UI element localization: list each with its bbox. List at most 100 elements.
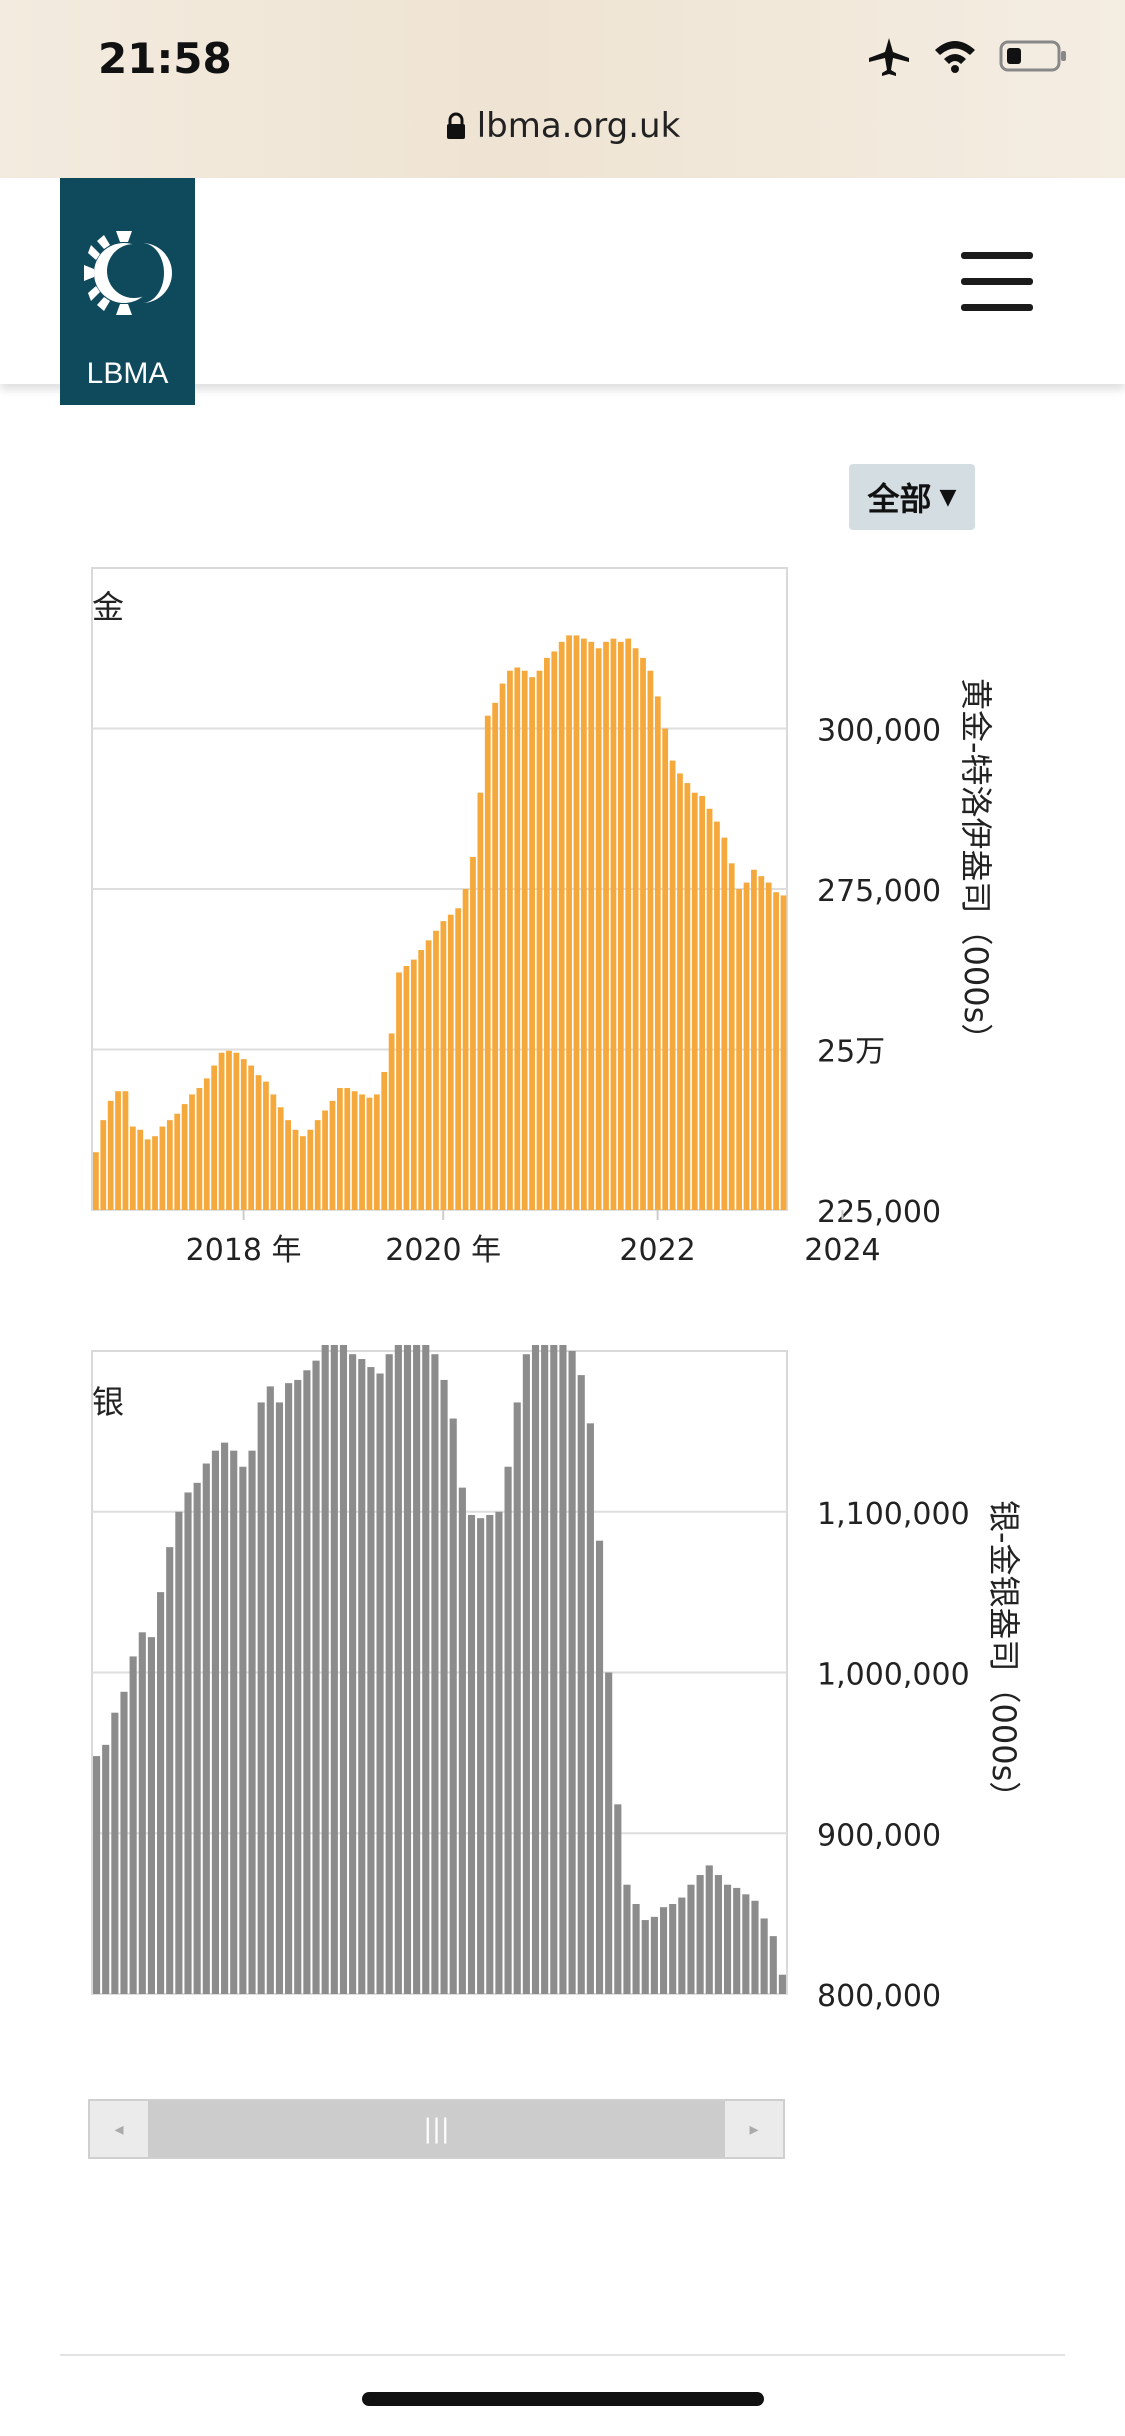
gold-bar[interactable] <box>588 641 595 1210</box>
silver-bar[interactable] <box>513 1402 521 1994</box>
gold-bar[interactable] <box>196 1088 203 1210</box>
silver-bar[interactable] <box>687 1884 695 1994</box>
gold-bar[interactable] <box>736 889 743 1210</box>
gold-bar[interactable] <box>492 702 499 1210</box>
silver-bar[interactable] <box>431 1354 439 1994</box>
silver-bar[interactable] <box>184 1492 192 1994</box>
silver-bar[interactable] <box>632 1903 640 1994</box>
gold-bar[interactable] <box>455 908 462 1210</box>
gold-bar[interactable] <box>447 914 454 1210</box>
gold-bar[interactable] <box>263 1081 269 1210</box>
gold-bar[interactable] <box>544 657 550 1210</box>
gold-bar[interactable] <box>255 1075 262 1210</box>
gold-bar[interactable] <box>654 696 661 1210</box>
silver-bar[interactable] <box>440 1379 448 1994</box>
silver-bar[interactable] <box>559 1345 567 1994</box>
gold-bar[interactable] <box>300 1136 306 1210</box>
gold-bar[interactable] <box>248 1065 255 1210</box>
silver-bar[interactable] <box>751 1900 759 1994</box>
gold-bar[interactable] <box>292 1129 299 1210</box>
silver-bar[interactable] <box>157 1592 165 1994</box>
silver-bar[interactable] <box>294 1379 302 1994</box>
gold-bar[interactable] <box>632 648 639 1210</box>
gold-bar[interactable] <box>159 1126 166 1210</box>
gold-bar[interactable] <box>203 1078 210 1210</box>
hamburger-menu-button[interactable] <box>961 252 1033 312</box>
gold-bar[interactable] <box>714 821 720 1210</box>
gold-bar[interactable] <box>751 869 757 1210</box>
gold-bar[interactable] <box>470 856 476 1210</box>
silver-bar[interactable] <box>422 1345 430 1994</box>
gold-bar[interactable] <box>662 728 669 1211</box>
gold-bar[interactable] <box>728 863 735 1210</box>
gold-bar[interactable] <box>351 1091 358 1210</box>
silver-bar[interactable] <box>723 1884 732 1994</box>
silver-bar[interactable] <box>403 1345 412 1994</box>
silver-bar[interactable] <box>211 1450 220 1994</box>
silver-bar[interactable] <box>477 1518 485 1994</box>
gold-bar[interactable] <box>521 670 528 1210</box>
silver-bar[interactable] <box>541 1345 549 1994</box>
silver-bar[interactable] <box>531 1345 540 1994</box>
gold-bar[interactable] <box>418 949 425 1210</box>
silver-bar[interactable] <box>733 1887 741 1994</box>
silver-bar[interactable] <box>248 1450 256 1994</box>
gold-bar[interactable] <box>462 889 469 1210</box>
silver-bar[interactable] <box>568 1351 576 1994</box>
silver-bar[interactable] <box>111 1712 119 1994</box>
silver-bar[interactable] <box>166 1547 174 1994</box>
gold-bar[interactable] <box>669 760 676 1210</box>
silver-bar[interactable] <box>358 1359 366 1994</box>
silver-bar[interactable] <box>266 1386 274 1994</box>
gold-bar[interactable] <box>580 638 587 1210</box>
silver-bar[interactable] <box>349 1354 357 1994</box>
silver-bar[interactable] <box>623 1884 631 1994</box>
silver-bar[interactable] <box>760 1918 768 1994</box>
silver-bar[interactable] <box>650 1916 658 1994</box>
silver-bar[interactable] <box>303 1370 311 1994</box>
silver-bar[interactable] <box>678 1897 686 1994</box>
silver-bar[interactable] <box>321 1345 329 1994</box>
silver-bar[interactable] <box>714 1875 722 1994</box>
gold-bar[interactable] <box>529 677 535 1210</box>
silver-bar[interactable] <box>449 1418 457 1994</box>
gold-bar[interactable] <box>322 1110 328 1210</box>
gold-bar[interactable] <box>137 1129 144 1210</box>
home-indicator[interactable] <box>362 2392 764 2406</box>
gold-bar[interactable] <box>373 1094 380 1210</box>
gold-bar[interactable] <box>440 921 447 1210</box>
chart-navigator-scrollbar[interactable]: ◂ ||| ▸ <box>88 2099 785 2159</box>
gold-bar[interactable] <box>425 940 432 1210</box>
gold-bar[interactable] <box>706 808 713 1210</box>
gold-bar[interactable] <box>107 1100 114 1210</box>
gold-bar[interactable] <box>677 773 683 1210</box>
gold-bar[interactable] <box>699 795 706 1210</box>
gold-bar[interactable] <box>721 837 728 1210</box>
silver-bar[interactable] <box>147 1637 156 1994</box>
gold-bar[interactable] <box>344 1088 351 1210</box>
url-bar[interactable]: lbma.org.uk <box>0 106 1125 149</box>
silver-bar[interactable] <box>312 1360 320 1994</box>
silver-bar[interactable] <box>522 1354 530 1994</box>
silver-bar[interactable] <box>202 1463 210 1994</box>
gold-bar[interactable] <box>433 930 439 1210</box>
silver-bar[interactable] <box>221 1442 229 1994</box>
gold-bar[interactable] <box>388 1033 395 1210</box>
gold-bar[interactable] <box>396 972 402 1210</box>
gold-bar[interactable] <box>499 683 506 1210</box>
gold-bar[interactable] <box>93 1152 99 1210</box>
lbma-logo[interactable]: LBMA <box>60 178 195 405</box>
silver-bar[interactable] <box>385 1354 393 1994</box>
silver-bar[interactable] <box>339 1345 348 1994</box>
silver-bar[interactable] <box>641 1920 649 1994</box>
silver-bar[interactable] <box>458 1487 466 1994</box>
gold-bar[interactable] <box>514 667 521 1210</box>
silver-bar[interactable] <box>778 1974 786 1994</box>
gold-bar[interactable] <box>758 876 765 1210</box>
gold-bar[interactable] <box>329 1100 336 1210</box>
scroll-left-button[interactable]: ◂ <box>90 2101 148 2157</box>
gold-bar[interactable] <box>595 648 602 1210</box>
gold-bar[interactable] <box>181 1104 188 1210</box>
gold-bar[interactable] <box>218 1052 225 1210</box>
silver-bar[interactable] <box>193 1482 201 1994</box>
